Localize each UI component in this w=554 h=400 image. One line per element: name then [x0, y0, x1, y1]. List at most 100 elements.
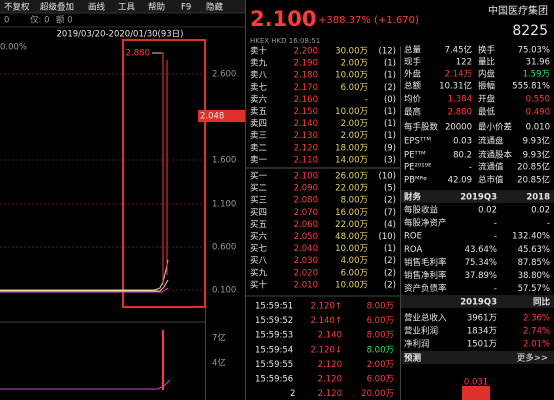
stock-code: 8225: [512, 23, 548, 39]
stat-label: 最高: [404, 107, 421, 118]
book-price: 2.100: [294, 172, 318, 182]
stat-label: 流通值: [478, 162, 504, 173]
book-price: 2.050: [294, 232, 318, 242]
book-count: (2): [384, 196, 396, 206]
toolbar-item[interactable]: 帮助: [148, 2, 165, 13]
book-volume: 10.00万: [335, 280, 368, 290]
header-bg: [401, 295, 554, 308]
book-volume: 8.00万: [341, 196, 368, 206]
book-level: 买三: [250, 196, 267, 206]
book-count: (0): [384, 95, 396, 105]
stat-label: PE²⁰¹⁹ᴱ: [404, 163, 432, 173]
book-price: 2.010: [294, 280, 318, 290]
book-count: (10): [379, 172, 396, 182]
income-change: 2.74%: [523, 327, 550, 337]
book-volume: 48.00万: [335, 232, 368, 242]
tick-volume: 6.00万: [367, 375, 394, 385]
stat-label: PEᵀᵀᴹ: [404, 151, 426, 161]
book-volume: 10.00万: [335, 71, 368, 81]
book-volume: 4.00万: [341, 256, 368, 266]
change: +388.37% (+1.670): [318, 15, 419, 26]
tick-price: 2.140↑: [311, 316, 342, 326]
book-count: (1): [384, 244, 396, 254]
book-level: 买十: [250, 279, 268, 290]
income-label: 净利润: [404, 339, 430, 350]
stat-value: 20.85亿: [517, 175, 550, 186]
finance-label: ROA: [404, 245, 422, 255]
book-price: 2.020: [294, 268, 318, 278]
tick-price: 2.120↓: [311, 345, 342, 355]
forecast-title: 预测: [404, 353, 422, 364]
book-level: 买六: [250, 231, 268, 242]
toolbar-item[interactable]: 不复权: [4, 2, 30, 13]
book-level: 买五: [250, 220, 268, 230]
book-count: (1): [384, 119, 396, 129]
stat-label: EPSᵀᵀᴹ: [404, 137, 431, 147]
tick-volume: 20.00万: [361, 389, 394, 399]
book-level: 卖三: [250, 131, 267, 141]
book-count: (5): [384, 184, 396, 194]
book-price: 2.130: [294, 131, 318, 141]
book-count: (1): [384, 107, 396, 117]
stat-label: 每手股数: [404, 122, 439, 133]
finance-value: 37.89%: [465, 271, 497, 281]
volume-axis-label: 7亿: [212, 333, 226, 344]
finance-value: 38.80%: [518, 271, 550, 281]
stat-value: 80.2: [453, 151, 472, 161]
book-volume: 18.00万: [335, 143, 368, 153]
tick-price: 2.120↑: [311, 302, 342, 312]
forecast-value: 0.031: [464, 378, 488, 388]
stat-value: 7.45亿: [445, 45, 472, 56]
stat-label: 量比: [478, 57, 495, 68]
book-level: 卖一: [250, 155, 268, 165]
stat-value: 0.490: [526, 108, 550, 118]
toolbar-item[interactable]: 超级叠加: [40, 2, 74, 13]
toolbar-item[interactable]: 工具: [118, 3, 136, 13]
ma-line: [0, 279, 169, 292]
book-price: 2.150: [294, 107, 318, 117]
tick-time: 15:59:55: [255, 360, 293, 370]
tick-volume: 6.00万: [367, 316, 394, 326]
toolbar-bg: [0, 0, 245, 13]
finance-value: -: [494, 219, 497, 229]
finance-value: 57.57%: [518, 284, 550, 294]
finance-value: 0.02: [531, 206, 550, 216]
stat-label: 换手: [478, 45, 496, 56]
stat-label: 流通盘: [478, 136, 504, 147]
stat-value: 122: [456, 58, 472, 68]
tick-time: 15:59:56: [255, 375, 293, 385]
book-volume: 10.00万: [335, 244, 368, 254]
book-level: 卖五: [250, 107, 268, 117]
pct-label: 0.00%: [0, 43, 27, 53]
high-annotation: 2.880: [126, 49, 150, 59]
income-value: 1834万: [467, 327, 497, 337]
book-level: 买九: [250, 268, 268, 278]
income-label: 营业利润: [404, 326, 438, 337]
more-link[interactable]: 更多>>: [517, 353, 548, 364]
book-volume: 14.00万: [335, 155, 368, 165]
stat-value: 9.93亿: [523, 136, 550, 147]
book-volume: 16.00万: [335, 208, 368, 218]
tick-time: 15:59:51: [255, 302, 293, 312]
book-price: 2.090: [294, 184, 318, 194]
toolbar-item[interactable]: 画线: [88, 2, 106, 13]
book-level: 卖四: [250, 119, 267, 129]
finance-label: 资产负债率: [404, 283, 447, 294]
stat-label: 最低: [478, 107, 496, 118]
stat-value: 9.93亿: [523, 150, 550, 161]
toolbar-item[interactable]: F9: [181, 3, 191, 13]
stat-label: 总额: [404, 81, 422, 92]
book-level: 卖二: [250, 143, 268, 153]
stat-label: 总市值: [478, 175, 504, 186]
book-price: 2.140: [294, 119, 318, 129]
finance-value: 0.02: [478, 206, 497, 216]
stat-value: 2.14万: [445, 70, 472, 80]
book-level: 卖八: [250, 71, 268, 81]
book-volume: -: [365, 95, 368, 105]
income-value: 3961万: [467, 314, 497, 324]
income-value: 1501万: [467, 340, 497, 350]
stat-value: -: [469, 163, 472, 173]
toolbar-item[interactable]: 隐藏: [206, 2, 224, 13]
